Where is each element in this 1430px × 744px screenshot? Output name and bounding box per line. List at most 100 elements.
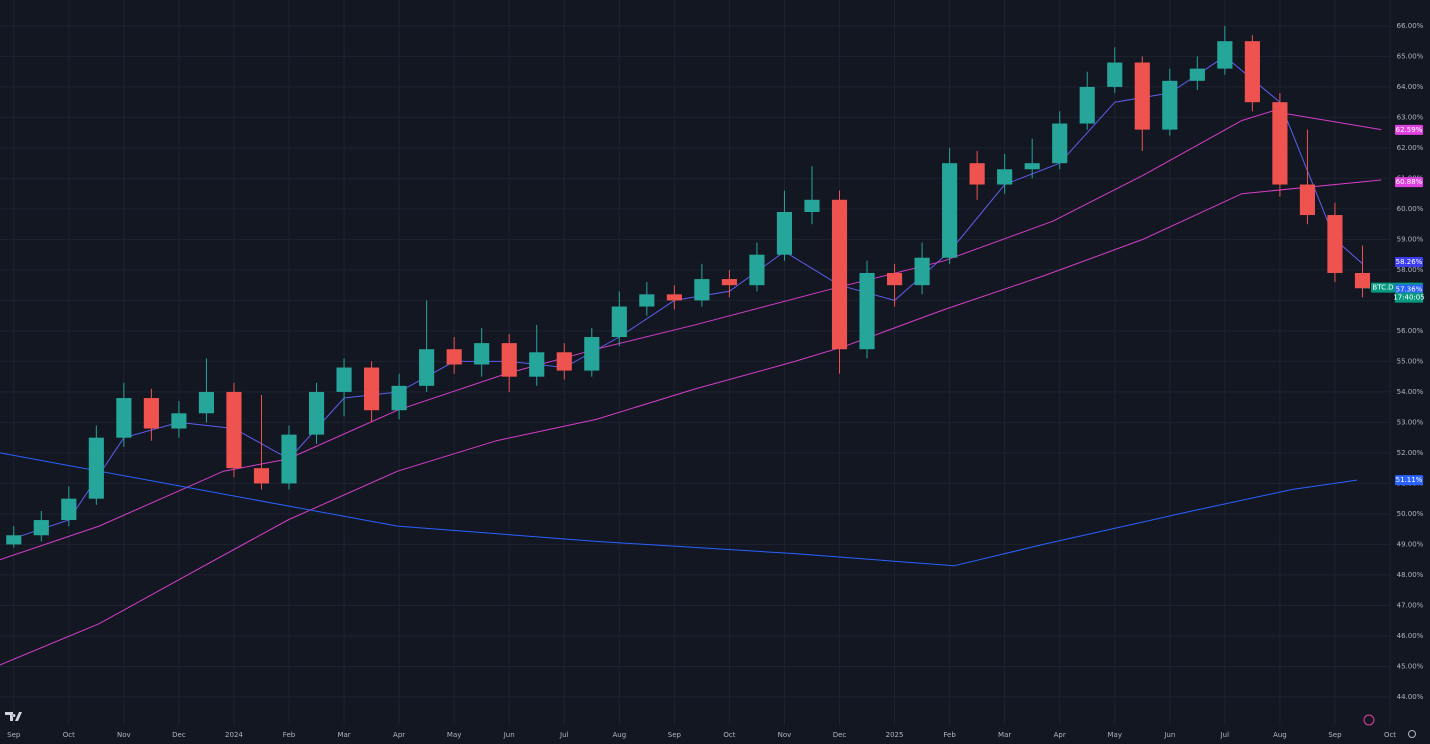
candle-body bbox=[308, 391, 325, 435]
x-tick-label: Oct bbox=[723, 731, 735, 739]
y-tick-label: 48.00% bbox=[1397, 571, 1424, 579]
y-tick-label: 47.00% bbox=[1397, 601, 1424, 609]
candle-body bbox=[33, 520, 49, 536]
price-label: 51.11% bbox=[1396, 476, 1423, 484]
y-tick-label: 50.00% bbox=[1397, 510, 1424, 518]
candle-body bbox=[474, 343, 490, 365]
x-tick-label: Nov bbox=[117, 731, 131, 739]
plot bbox=[0, 25, 1390, 666]
countdown: 17:40:05 bbox=[1393, 294, 1424, 302]
y-tick-label: 65.00% bbox=[1397, 52, 1424, 60]
candle-body bbox=[1244, 41, 1260, 103]
candle-body bbox=[1052, 123, 1068, 164]
y-tick-label: 52.00% bbox=[1397, 449, 1424, 457]
price-label-box bbox=[1395, 475, 1423, 486]
candle-body bbox=[776, 211, 793, 255]
candle-body bbox=[1217, 41, 1233, 69]
candle-body bbox=[859, 272, 875, 350]
x-tick-label: Jun bbox=[1163, 731, 1175, 739]
candle-body bbox=[749, 254, 765, 286]
candle-body bbox=[281, 434, 297, 484]
candle-body bbox=[171, 413, 187, 429]
candle-body bbox=[611, 306, 627, 338]
settings-icon[interactable] bbox=[1408, 730, 1416, 738]
candle-body bbox=[804, 199, 820, 212]
tv-logo bbox=[5, 712, 22, 721]
candle-body bbox=[501, 343, 517, 377]
candle-body bbox=[694, 279, 710, 301]
candle-body bbox=[1079, 86, 1095, 124]
candle-body bbox=[997, 169, 1013, 185]
x-tick-label: Oct bbox=[63, 731, 75, 739]
candle-body bbox=[391, 385, 407, 411]
candle-body bbox=[584, 337, 600, 371]
countdown-box bbox=[1395, 292, 1423, 303]
candle-body bbox=[529, 352, 545, 377]
candle-body bbox=[198, 391, 215, 414]
candle-body bbox=[364, 367, 380, 411]
y-tick-label: 54.00% bbox=[1397, 388, 1424, 396]
candle-body bbox=[6, 535, 22, 545]
price-label-box bbox=[1395, 257, 1423, 268]
y-tick-label: 66.00% bbox=[1397, 22, 1424, 30]
x-tick-label: 2025 bbox=[886, 731, 904, 739]
x-tick-label: Sep bbox=[7, 731, 21, 739]
price-label: 58.26% bbox=[1396, 258, 1423, 266]
x-tick-label: Feb bbox=[943, 731, 956, 739]
candle-body bbox=[886, 272, 903, 286]
candle-body bbox=[446, 349, 462, 365]
x-tick-label: Aug bbox=[1273, 731, 1287, 739]
x-tick-label: Jun bbox=[503, 731, 515, 739]
candle-body bbox=[61, 498, 77, 521]
x-tick-label: Aug bbox=[612, 731, 626, 739]
y-tick-label: 58.00% bbox=[1397, 266, 1424, 274]
candle-body bbox=[116, 398, 132, 438]
y-tick-label: 59.00% bbox=[1397, 235, 1424, 243]
y-tick-label: 56.00% bbox=[1397, 327, 1424, 335]
y-tick-label: 44.00% bbox=[1397, 693, 1424, 701]
price-label-box bbox=[1395, 177, 1423, 188]
candle-body bbox=[1299, 184, 1315, 216]
moving-average bbox=[0, 110, 1382, 561]
price-label: 57.36% bbox=[1396, 285, 1423, 293]
y-tick-label: 55.00% bbox=[1397, 357, 1424, 365]
candle-body bbox=[143, 398, 159, 429]
x-tick-label: May bbox=[447, 731, 461, 739]
x-tick-label: May bbox=[1108, 731, 1122, 739]
y-tick-label: 63.00% bbox=[1397, 113, 1424, 121]
x-tick-label: Dec bbox=[172, 731, 186, 739]
alert-icon[interactable] bbox=[1363, 714, 1375, 726]
x-tick-label: Apr bbox=[1054, 731, 1066, 739]
x-tick-label: Oct bbox=[1384, 731, 1396, 739]
candle-body bbox=[419, 349, 435, 386]
y-tick-label: 49.00% bbox=[1397, 540, 1424, 548]
y-tick-label: 64.00% bbox=[1397, 83, 1424, 91]
candle-body bbox=[88, 437, 104, 499]
candle-body bbox=[1024, 163, 1040, 170]
candle-body bbox=[639, 294, 655, 307]
x-tick-label: Jul bbox=[559, 731, 569, 739]
candle-body bbox=[831, 199, 848, 350]
y-tick-label: 46.00% bbox=[1397, 632, 1424, 640]
x-tick-label: Feb bbox=[283, 731, 296, 739]
candle-body bbox=[942, 163, 958, 258]
x-tick-label: Sep bbox=[668, 731, 682, 739]
candle-body bbox=[253, 468, 270, 484]
candle-body bbox=[336, 367, 352, 392]
candle-body bbox=[666, 294, 682, 301]
candle-body bbox=[969, 163, 985, 185]
candle-body bbox=[1162, 80, 1178, 130]
x-tick-label: Mar bbox=[998, 731, 1011, 739]
x-tick-label: Mar bbox=[337, 731, 350, 739]
price-label-box bbox=[1395, 284, 1423, 295]
candle-body bbox=[226, 391, 242, 469]
candle-body bbox=[1354, 272, 1371, 289]
price-label: 62.59% bbox=[1396, 126, 1423, 134]
price-label-box bbox=[1395, 124, 1423, 135]
x-tick-label: Dec bbox=[833, 731, 847, 739]
x-tick-label: 2024 bbox=[225, 731, 243, 739]
candle-body bbox=[1134, 62, 1150, 130]
moving-average bbox=[0, 179, 1382, 666]
